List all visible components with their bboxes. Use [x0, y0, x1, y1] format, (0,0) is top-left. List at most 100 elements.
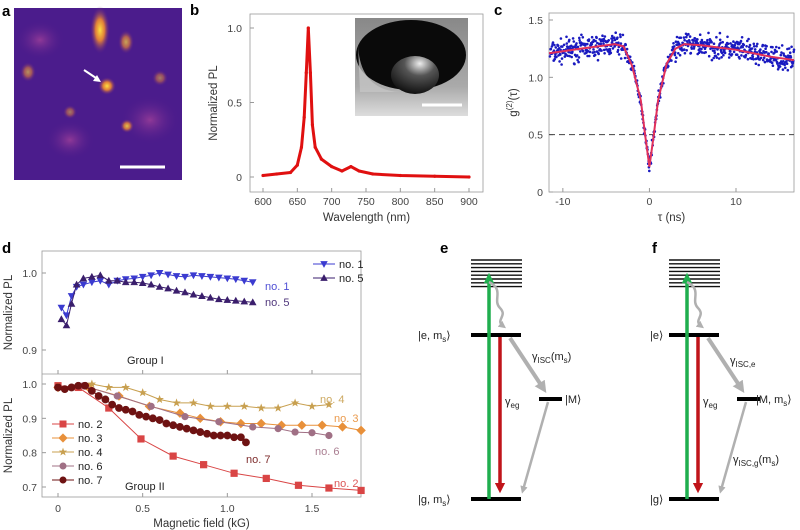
panel-c-letter: c: [494, 2, 502, 19]
g2-data-point: [553, 43, 556, 47]
g2-data-point: [707, 54, 711, 58]
g2-data-point: [551, 41, 555, 44]
triangle-up-marker: [138, 279, 147, 286]
g2-data-point: [680, 46, 683, 50]
x-tick-label: 0: [647, 196, 653, 208]
circle-marker: [176, 423, 184, 431]
spectrum-point: [349, 164, 353, 169]
g2-data-point: [685, 40, 689, 43]
spectrum-point: [313, 145, 317, 149]
circle-marker: [203, 429, 211, 438]
triangle-up-marker: [248, 298, 257, 306]
g2-data-point: [780, 51, 783, 54]
g2-data-point: [715, 56, 719, 59]
g2-data-point: [700, 47, 703, 51]
square-marker: [230, 469, 238, 477]
g2-data-point: [614, 31, 617, 34]
g2-data-point: [685, 35, 688, 39]
y-tick-label: 0.5: [227, 98, 242, 110]
g2-data-point: [628, 55, 632, 59]
g2-data-point: [587, 38, 591, 41]
ground-state-label: |g, ms⟩: [418, 494, 451, 508]
spectrum-point: [398, 173, 402, 178]
triangle-down-marker: [57, 304, 66, 312]
g2-data-point: [584, 42, 587, 46]
g2-data-point: [623, 56, 627, 60]
circle-marker: [182, 424, 191, 433]
g2-data-point: [674, 60, 677, 63]
g2-data-point: [568, 54, 571, 58]
spectrum-line: [262, 26, 470, 179]
triangle-up-marker: [189, 290, 198, 298]
circle-marker: [169, 421, 178, 430]
g2-data-point: [791, 64, 794, 68]
g2-data-point: [769, 57, 773, 60]
circle-marker: [121, 405, 130, 414]
g2-data-point: [617, 53, 621, 56]
ground-state-label: |g⟩: [650, 494, 663, 506]
star-marker: [273, 403, 283, 412]
g2-data-point: [746, 39, 749, 43]
series-inline-label: no. 5: [265, 297, 289, 309]
y-tick-label: 0.5: [528, 130, 543, 142]
y-tick-label: 1.0: [227, 23, 242, 35]
triangle-up-marker: [155, 282, 164, 290]
panel-f-letter: f: [652, 240, 658, 257]
g2-data-point: [570, 44, 573, 48]
g2-data-point: [781, 68, 785, 71]
g2-data-point: [739, 39, 743, 43]
star-marker: [223, 401, 232, 411]
star-marker: [239, 401, 249, 411]
g2-data-point: [792, 50, 795, 54]
spectrum-point: [308, 71, 312, 75]
g2-data-point: [761, 58, 765, 62]
g2-data-point: [729, 42, 732, 45]
triangle-up-marker: [223, 296, 232, 303]
g2-data-point: [756, 42, 759, 46]
circle-marker: [142, 412, 150, 421]
g2-data-point: [603, 52, 606, 55]
g2-data-point: [566, 54, 569, 57]
g2-data-point: [718, 31, 722, 35]
g2-data-point: [757, 55, 760, 59]
spectrum-point: [433, 174, 437, 178]
triangle-up-marker: [172, 286, 181, 294]
spectrum-plot: 600 650 700 750 800 850 900 0 0.5 1.0 Wavelength (…: [208, 13, 484, 224]
g2-data-point: [560, 63, 563, 66]
g2-data-point: [754, 62, 758, 65]
g2-data-point: [742, 43, 746, 47]
g2-data-point: [675, 35, 679, 39]
energy-level-diagram-e: [471, 259, 562, 501]
circle-marker: [60, 385, 69, 394]
g2-data-point: [786, 68, 790, 72]
g2-data-point: [785, 60, 788, 63]
g2-data-point: [692, 39, 695, 42]
g2-data-point: [593, 50, 596, 54]
diamond-marker: [236, 418, 246, 429]
g2-data-point: [767, 52, 770, 55]
g2-data-point: [596, 58, 600, 62]
triangle-up-marker: [147, 280, 155, 288]
g2-data-point: [608, 49, 612, 53]
y-axis-label: Normalized PL: [3, 274, 15, 350]
circle-marker: [249, 423, 257, 431]
g2-data-point: [683, 51, 687, 55]
g2-data-point: [611, 39, 614, 42]
g2-data-point: [576, 58, 579, 62]
x-axis-label: Magnetic field (kG): [153, 518, 250, 530]
group-title: Group II: [125, 481, 165, 493]
g2-data-point: [775, 45, 778, 49]
circle-marker: [87, 386, 96, 395]
g2-data-point: [581, 36, 585, 39]
g2-data-point: [704, 51, 707, 54]
series-inline-label: no. 7: [246, 454, 270, 466]
g2-data-point: [577, 56, 581, 59]
y-tick-label: 0: [236, 172, 242, 184]
g2-data-point: [571, 37, 575, 40]
gamma-isc-e-label: γISC,e: [730, 355, 756, 369]
g2-data-point: [777, 46, 781, 50]
g2-data-point: [721, 40, 724, 44]
g2-data-point: [590, 43, 594, 46]
series-inline-label: no. 6: [315, 446, 339, 458]
gamma-isc-label: γISC(ms): [532, 351, 571, 365]
